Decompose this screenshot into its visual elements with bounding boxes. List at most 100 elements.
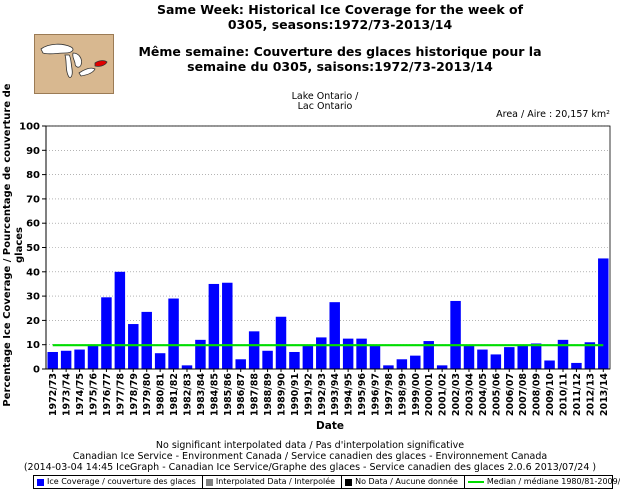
bar: [410, 355, 421, 369]
chart-title-en: Same Week: Historical Ice Coverage for t…: [120, 2, 560, 32]
bar: [235, 359, 246, 369]
x-tick-label: 1981/82: [169, 373, 180, 416]
x-tick-label: 2003/04: [465, 373, 476, 417]
legend-swatch-ice: [37, 478, 44, 486]
legend-label-median: Median / médiane 1980/81-2009/10: [486, 477, 620, 486]
y-tick-label: 10: [26, 340, 40, 351]
x-tick-label: 1997/98: [384, 373, 395, 417]
plot-border: [45, 125, 611, 370]
legend-item-median: Median / médiane 1980/81-2009/10: [465, 476, 620, 488]
x-tick-label: 2008/09: [532, 373, 543, 416]
bar: [342, 338, 354, 369]
bar: [302, 344, 314, 369]
bar: [584, 342, 596, 369]
great-lakes-map-icon: [34, 34, 114, 94]
y-tick-label: 70: [26, 194, 40, 205]
bar: [114, 271, 126, 369]
x-tick-label: 1975/76: [89, 373, 100, 417]
x-tick-label: 1987/88: [250, 373, 261, 417]
bar: [222, 282, 233, 369]
bar: [544, 360, 555, 369]
x-tick-label: 2012/13: [585, 373, 596, 416]
legend-label-interpolated: Interpolated Data / Interpolée: [215, 477, 336, 486]
legend-label-ice: Ice Coverage / couverture des glaces: [47, 477, 196, 486]
y-tick-label: 30: [26, 292, 40, 303]
y-tick-label: 60: [26, 219, 40, 230]
x-tick-label: 1990/91: [290, 373, 301, 416]
x-tick-label: 2010/11: [559, 373, 570, 416]
x-tick-label: 2007/08: [518, 373, 529, 417]
x-tick-label: 2009/10: [545, 373, 556, 417]
x-tick-label: 1992/93: [317, 373, 328, 416]
x-tick-label: 1999/00: [411, 373, 422, 417]
x-tick-label: 1976/77: [102, 373, 113, 416]
bar: [262, 350, 273, 369]
bar: [289, 351, 300, 369]
x-tick-label: 1984/85: [209, 373, 220, 416]
bar: [598, 258, 609, 369]
bar: [154, 353, 166, 369]
bar: [383, 365, 394, 369]
legend-swatch-median: [467, 481, 484, 483]
x-tick-label: 2000/01: [424, 373, 435, 416]
y-tick-label: 50: [26, 243, 40, 254]
x-tick-label: 2013/14: [599, 373, 610, 417]
x-tick-label: 1977/78: [115, 373, 126, 417]
bar: [181, 365, 193, 369]
x-tick-label: 2004/05: [478, 373, 489, 416]
x-tick-label: 1996/97: [371, 373, 382, 416]
bar: [329, 302, 340, 369]
bar: [195, 339, 206, 369]
bar: [450, 300, 461, 369]
x-tick-label: 1995/96: [357, 373, 368, 417]
bar: [168, 298, 179, 369]
legend-item-ice: Ice Coverage / couverture des glaces: [34, 476, 203, 488]
legend-label-nodata: No Data / Aucune donnée: [355, 477, 458, 486]
title-en-line2: 0305, seasons:1972/73-2013/14: [227, 17, 453, 32]
legend-swatch-interpolated: [205, 478, 213, 486]
x-tick-label: 2006/07: [505, 373, 516, 416]
bar: [208, 283, 220, 369]
legend: Ice Coverage / couverture des glaces Int…: [33, 475, 620, 489]
bar: [571, 362, 582, 369]
y-tick-label: 80: [26, 170, 40, 181]
bar: [74, 349, 85, 369]
x-tick-label: 1972/73: [48, 373, 59, 416]
x-tick-label: 1989/90: [277, 373, 288, 417]
footer-line2: Canadian Ice Service - Environment Canad…: [72, 451, 548, 462]
y-tick-label: 20: [26, 316, 40, 327]
bar: [141, 311, 152, 369]
x-tick-label: 1980/81: [156, 373, 167, 416]
bar: [530, 343, 542, 369]
x-tick-label: 1979/80: [142, 373, 153, 417]
y-tick-label: 0: [33, 365, 40, 376]
bar: [128, 324, 139, 369]
x-tick-label: 2002/03: [451, 373, 462, 416]
bar: [557, 339, 569, 369]
area-label: Area / Aire : 20,157 km²: [496, 109, 610, 120]
chart-title-fr: Même semaine: Couverture des glaces hist…: [120, 44, 560, 74]
title-fr-line1: Même semaine: Couverture des glaces hist…: [138, 44, 542, 59]
x-tick-label: 1991/92: [303, 373, 314, 416]
bar: [316, 337, 327, 369]
title-en-line1: Same Week: Historical Ice Coverage for t…: [156, 2, 524, 17]
footer-line3: (2014-03-04 14:45 IceGraph - Canadian Ic…: [23, 462, 597, 473]
bar: [369, 345, 381, 369]
x-tick-label: 1974/75: [75, 373, 86, 416]
y-tick-label: 100: [19, 122, 40, 133]
bar: [47, 351, 58, 369]
x-tick-label: 2001/02: [438, 373, 449, 416]
x-tick-label: 1982/83: [183, 373, 194, 416]
x-tick-label: 1978/79: [129, 373, 140, 416]
bar: [248, 331, 260, 369]
x-tick-label: 1983/84: [196, 373, 207, 417]
footer-line1: No significant interpolated data / Pas d…: [155, 440, 465, 451]
legend-swatch-nodata: [345, 478, 353, 486]
lake-name-en: Lake Ontario /: [291, 91, 359, 102]
bar: [87, 344, 99, 369]
x-tick-label: 1988/89: [263, 373, 274, 416]
bar: [463, 345, 475, 369]
bar: [517, 345, 528, 369]
